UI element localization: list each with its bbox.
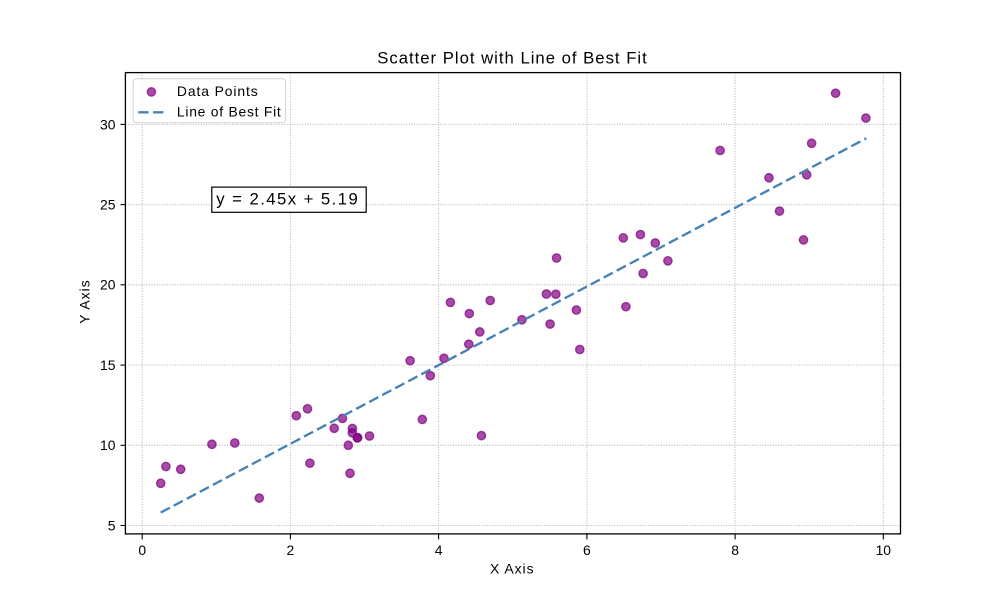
svg-text:5: 5 [108, 517, 116, 533]
svg-text:Line of Best Fit: Line of Best Fit [177, 104, 282, 120]
svg-text:4: 4 [435, 542, 443, 558]
svg-text:Scatter Plot with Line of Best: Scatter Plot with Line of Best Fit [377, 48, 648, 67]
svg-text:y = 2.45x + 5.19: y = 2.45x + 5.19 [216, 190, 359, 209]
svg-text:Data Points: Data Points [177, 83, 259, 99]
svg-text:Y Axis: Y Axis [77, 279, 93, 323]
svg-text:0: 0 [138, 542, 146, 558]
svg-text:10: 10 [876, 542, 892, 558]
svg-text:6: 6 [583, 542, 591, 558]
svg-text:10: 10 [100, 437, 116, 453]
svg-text:30: 30 [100, 116, 116, 132]
svg-text:X Axis: X Axis [490, 561, 535, 577]
svg-text:20: 20 [100, 277, 116, 293]
svg-text:2: 2 [287, 542, 295, 558]
svg-text:15: 15 [100, 357, 116, 373]
svg-text:25: 25 [100, 197, 116, 213]
svg-text:8: 8 [731, 542, 739, 558]
